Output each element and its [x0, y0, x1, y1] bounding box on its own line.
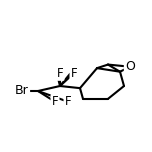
Text: F: F [65, 95, 71, 108]
Text: F: F [71, 67, 77, 80]
Text: Br: Br [15, 85, 29, 97]
Text: F: F [52, 95, 58, 108]
Text: O: O [125, 60, 135, 73]
Text: F: F [57, 67, 63, 80]
